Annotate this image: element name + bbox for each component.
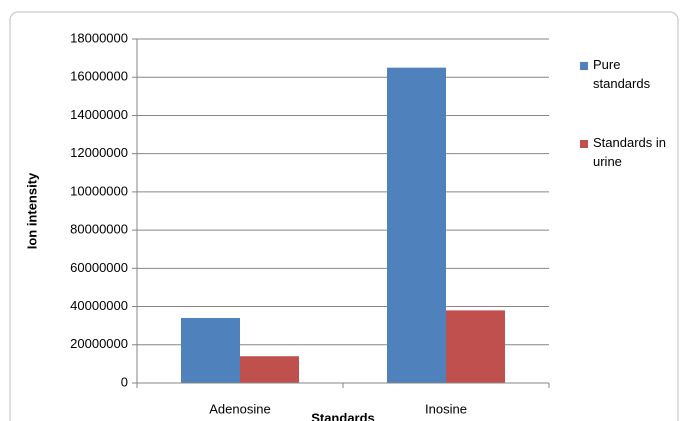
legend-label: Pure standards	[593, 57, 651, 91]
bar	[240, 356, 299, 383]
y-axis-title: Ion intensity	[24, 172, 39, 249]
y-tick-label: 40000000	[70, 298, 128, 313]
y-tick-label: 12000000	[70, 145, 128, 160]
y-tick-label: 16000000	[70, 69, 128, 84]
x-tick-label: Adenosine	[209, 401, 270, 416]
bar	[181, 318, 240, 383]
bar	[387, 67, 446, 384]
y-tick-label: 20000000	[70, 336, 128, 351]
chart-frame	[9, 11, 679, 421]
bar	[446, 310, 505, 383]
y-tick-label: 0	[121, 374, 128, 389]
x-axis-title: Standards	[311, 410, 375, 421]
legend-swatch	[580, 140, 588, 148]
x-tick-label: Inosine	[425, 401, 467, 416]
y-tick-label: 14000000	[70, 107, 128, 122]
legend-swatch	[580, 62, 588, 70]
legend-label: Standards in urine	[593, 135, 666, 169]
y-tick-label: 80000000	[70, 222, 128, 237]
y-tick-label: 10000000	[70, 183, 128, 198]
y-tick-label: 18000000	[70, 30, 128, 45]
y-tick-label: 60000000	[70, 260, 128, 275]
